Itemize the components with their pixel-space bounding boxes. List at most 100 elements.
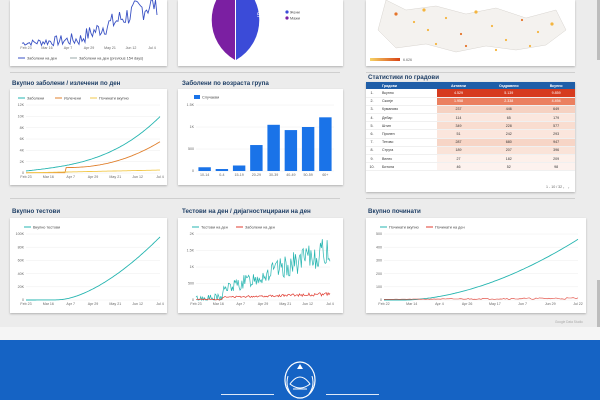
col-active[interactable]: Активни <box>436 82 481 89</box>
x-tick: Apr 7 <box>236 302 245 306</box>
y-tick: 40K <box>18 272 25 276</box>
series-cases-daily <box>196 292 331 301</box>
legend-deaths-total: Починати вкупно <box>389 226 419 230</box>
y-tick: 10K <box>18 115 25 119</box>
active-count: 51 <box>436 129 481 139</box>
x-tick: Apr 7 <box>66 175 75 179</box>
map-dot[interactable] <box>412 20 416 24</box>
city-name: Велес <box>378 154 437 164</box>
pager-prev-icon[interactable]: ‹ <box>563 184 565 190</box>
y-tick: 100 <box>376 285 382 289</box>
x-tick: Jun 29 <box>545 302 556 306</box>
attribution: Google Data Studio <box>555 320 583 324</box>
y-tick: 100K <box>16 232 25 236</box>
map-dot[interactable] <box>464 44 468 48</box>
recovered-count: 446 <box>480 105 538 115</box>
map-dot[interactable] <box>520 18 524 22</box>
map-dot[interactable] <box>504 38 508 42</box>
x-tick: Mar 16 <box>213 302 224 306</box>
table-row[interactable]: 4. Дебар 114 65 179 <box>366 113 575 123</box>
x-tick: Jul 22 <box>573 302 583 306</box>
total-count: 9.859 <box>537 89 575 98</box>
y-tick: 0 <box>192 169 194 173</box>
legend-tests-daily: Тестови на ден <box>201 226 228 230</box>
series-deaths <box>26 169 160 174</box>
col-total[interactable]: Вкупно <box>537 82 575 89</box>
active-count: 114 <box>436 113 481 123</box>
map-dot[interactable] <box>474 10 478 14</box>
bar-40-49[interactable] <box>284 130 298 171</box>
bar-10-14[interactable] <box>198 167 211 171</box>
legend-men: Мажи <box>290 17 300 21</box>
table-row[interactable]: 8. Струга 189 207 396 <box>366 146 575 156</box>
pager-next-icon[interactable]: › <box>568 184 570 190</box>
table-row[interactable]: 2. Скопје 1.958 2.338 4.494 <box>366 97 575 106</box>
scrollbar-top[interactable] <box>597 0 600 60</box>
row-index: 3. <box>366 105 378 115</box>
table-row[interactable]: 10. Битола 46 52 98 <box>366 162 575 172</box>
recovered-count: 52 <box>480 162 538 172</box>
x-tick: Mar 16 <box>43 302 54 306</box>
x-tick: 0-4 <box>219 173 224 177</box>
pie-slice-women <box>211 0 235 60</box>
x-tick: May 21 <box>109 302 121 306</box>
y-tick: 200 <box>376 272 382 276</box>
table-header: Градови Активни Оздравени Вкупно <box>366 82 575 89</box>
active-count: 4.529 <box>436 89 481 98</box>
bar-50-59[interactable] <box>301 127 315 171</box>
total-count: 649 <box>537 105 575 115</box>
map-dot[interactable] <box>550 22 554 26</box>
x-tick: May 21 <box>109 175 121 179</box>
total-count: 179 <box>537 113 575 123</box>
map-dot[interactable] <box>494 48 498 52</box>
map-dot[interactable] <box>459 32 463 36</box>
active-count: 287 <box>436 138 481 147</box>
recovered-count: 242 <box>480 129 538 139</box>
legend-deaths-daily: Починати на ден <box>435 226 465 230</box>
table-row[interactable]: 6. Прилеп 51 242 293 <box>366 129 575 139</box>
x-tick: Feb 23 <box>20 46 31 50</box>
bar-20-29[interactable] <box>250 145 263 171</box>
map-dot[interactable] <box>422 8 426 12</box>
x-tick: Jul 4 <box>156 302 164 306</box>
map-dot[interactable] <box>434 42 438 46</box>
row-index: 4. <box>366 113 378 123</box>
table-row[interactable]: 9. Велес 27 182 209 <box>366 154 575 164</box>
map-dot[interactable] <box>490 24 494 28</box>
map-dot[interactable] <box>528 44 532 48</box>
col-recovered[interactable]: Оздравени <box>480 82 538 89</box>
active-count: 237 <box>436 105 481 115</box>
map-dot[interactable] <box>444 16 448 20</box>
bar-60+[interactable] <box>319 117 332 171</box>
pie-slice-men <box>236 0 260 60</box>
row-index: 2. <box>366 97 378 106</box>
cities-title: Статистики по градови <box>368 74 440 81</box>
x-tick: 15-19 <box>235 173 244 177</box>
map-dot[interactable] <box>536 30 540 34</box>
x-tick: 10-14 <box>200 173 209 177</box>
footer <box>0 340 600 400</box>
cumulative-chart: Заболени Излечени Починати вкупно 12K 10K… <box>18 97 164 180</box>
bar-0-4[interactable] <box>215 169 229 171</box>
y-tick: 6K <box>20 137 25 141</box>
bar-15-19[interactable] <box>232 165 246 172</box>
x-tick: Apr 29 <box>258 302 269 306</box>
table-row[interactable]: 5. Штип 349 228 577 <box>366 121 575 131</box>
scrollbar-thumb[interactable] <box>597 280 600 330</box>
map-dot[interactable] <box>394 12 398 16</box>
total-count: 209 <box>537 154 575 164</box>
active-count: 189 <box>436 146 481 156</box>
legend-cases-daily: Заболени на ден <box>245 226 275 230</box>
bar-30-39[interactable] <box>267 124 280 171</box>
table-row[interactable]: 3. Куманово 237 446 649 <box>366 105 575 115</box>
city-name: Битола <box>378 162 437 172</box>
x-tick: Apr 29 <box>88 302 99 306</box>
map-dot[interactable] <box>426 28 430 32</box>
y-tick: 4K <box>20 149 25 153</box>
y-tick: 0 <box>380 298 382 302</box>
col-city[interactable]: Градови <box>378 82 437 89</box>
pie-pct-men: 51% <box>257 13 270 19</box>
table-row[interactable]: 1. Вкупно 4.529 5.139 9.859 <box>366 89 575 98</box>
recovered-count: 5.139 <box>480 89 538 98</box>
table-row[interactable]: 7. Тетово 287 680 947 <box>366 138 575 147</box>
